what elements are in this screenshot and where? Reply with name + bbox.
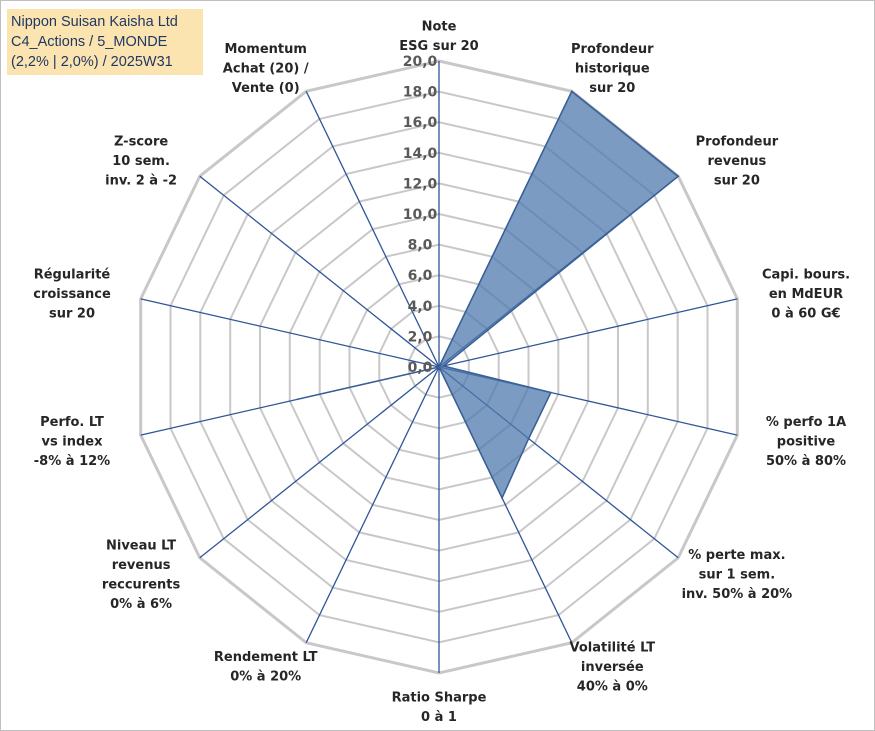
title-company: Nippon Suisan Kaisha Ltd xyxy=(11,14,178,30)
axis-label-11-line-0: Régularité xyxy=(34,267,111,282)
axis-label-9-line-0: Niveau LT xyxy=(106,539,176,554)
tick-layer: 0,0 2,0 4,0 6,0 8,0 10,0 12,0 14,0 16,0 18,0 20,0 xyxy=(403,54,438,376)
axis-label-1-line-1: historique xyxy=(575,62,650,77)
axis-label-5-line-2: inv. 50% à 20% xyxy=(682,587,793,602)
tick-label-3: 6,0 xyxy=(408,268,433,284)
axis-label-1-line-0: Profondeur xyxy=(571,42,654,57)
chart-title-box: Nippon Suisan Kaisha Ltd C4_Actions / 5_… xyxy=(7,9,203,75)
axis-label-11-line-2: sur 20 xyxy=(49,306,95,321)
tick-label-2: 4,0 xyxy=(408,299,433,315)
axis-label-2-line-1: revenus xyxy=(708,154,767,169)
data-point-6 xyxy=(501,497,503,499)
axis-label-2-line-0: Profondeur xyxy=(696,134,779,149)
tick-label-5: 10,0 xyxy=(403,207,438,223)
axis-label-2-line-2: sur 20 xyxy=(714,173,760,188)
axis-label-3-line-1: en MdEUR xyxy=(769,287,843,302)
axis-label-9-line-2: reccurents xyxy=(102,578,181,593)
axis-label-9-line-1: revenus xyxy=(112,558,171,573)
data-point-1 xyxy=(571,90,573,93)
axis-label-6-line-0: Volatilité LT xyxy=(569,640,655,655)
axis-label-3-line-0: Capi. bours. xyxy=(762,267,850,282)
axis-spoke-12 xyxy=(199,175,440,368)
tick-label-1: 2,0 xyxy=(408,329,433,345)
data-point-13 xyxy=(438,366,440,368)
axis-spoke-8 xyxy=(305,366,440,643)
axis-label-7-line-0: Ratio Sharpe xyxy=(392,691,487,706)
axis-label-8-line-1: 0% à 20% xyxy=(230,670,301,685)
axis-label-1-line-2: sur 20 xyxy=(589,81,635,96)
axis-spoke-13 xyxy=(305,91,440,368)
series-layer xyxy=(296,90,680,500)
tick-label-0: 0,0 xyxy=(408,360,433,376)
tick-label-8: 16,0 xyxy=(403,115,438,131)
series-area xyxy=(297,90,680,500)
axis-label-12-line-1: 10 sem. xyxy=(112,154,170,169)
axis-label-13-line-1: Achat (20) / xyxy=(223,62,309,77)
data-point-3 xyxy=(442,365,445,367)
axis-label-5-line-0: % perte max. xyxy=(688,548,785,563)
tick-label-7: 14,0 xyxy=(403,146,438,162)
label-layer: Note ESG sur 20 Profondeur historique sur 20… xyxy=(33,20,850,726)
axis-label-0-line-1: ESG sur 20 xyxy=(399,39,478,54)
axis-label-4-line-1: positive xyxy=(777,435,836,450)
axis-label-0-line-0: Note xyxy=(422,20,457,35)
title-period: (2,2% | 2,0%) / 2025W31 xyxy=(11,54,173,70)
tick-label-10: 20,0 xyxy=(403,54,438,70)
axis-label-4-line-0: % perfo 1A xyxy=(766,415,846,430)
axis-label-12-line-2: inv. 2 à -2 xyxy=(105,173,177,188)
axis-label-10-line-2: -8% à 12% xyxy=(34,454,110,469)
data-point-5 xyxy=(527,437,530,440)
axis-label-6-line-1: inversée xyxy=(581,660,644,675)
axis-label-10-line-1: vs index xyxy=(42,435,104,450)
axis-label-7-line-1: 0 à 1 xyxy=(421,710,457,725)
axis-label-5-line-1: sur 1 sem. xyxy=(699,568,776,583)
data-point-4 xyxy=(550,391,552,394)
axis-label-10-line-0: Perfo. LT xyxy=(40,415,104,430)
axis-label-13-line-0: Momentum xyxy=(224,42,307,57)
axis-label-9-line-3: 0% à 6% xyxy=(110,597,172,612)
axis-label-12-line-0: Z-score xyxy=(114,134,168,149)
axis-label-4-line-2: 50% à 80% xyxy=(766,454,846,469)
data-point-10 xyxy=(296,398,299,401)
axis-label-8-line-0: Rendement LT xyxy=(214,650,318,665)
axis-spoke-9 xyxy=(199,366,440,559)
axis-label-11-line-1: croissance xyxy=(33,287,111,302)
tick-label-9: 18,0 xyxy=(403,85,438,101)
axis-label-6-line-2: 40% à 0% xyxy=(577,679,648,694)
title-category: C4_Actions / 5_MONDE xyxy=(11,34,168,50)
data-point-2 xyxy=(677,175,679,177)
axis-label-13-line-2: Vente (0) xyxy=(232,81,300,96)
tick-label-6: 12,0 xyxy=(403,176,438,192)
axis-spoke-3 xyxy=(438,298,738,368)
tick-label-4: 8,0 xyxy=(408,238,433,254)
axis-spoke-11 xyxy=(140,298,440,368)
axis-label-3-line-2: 0 à 60 G€ xyxy=(771,306,840,321)
